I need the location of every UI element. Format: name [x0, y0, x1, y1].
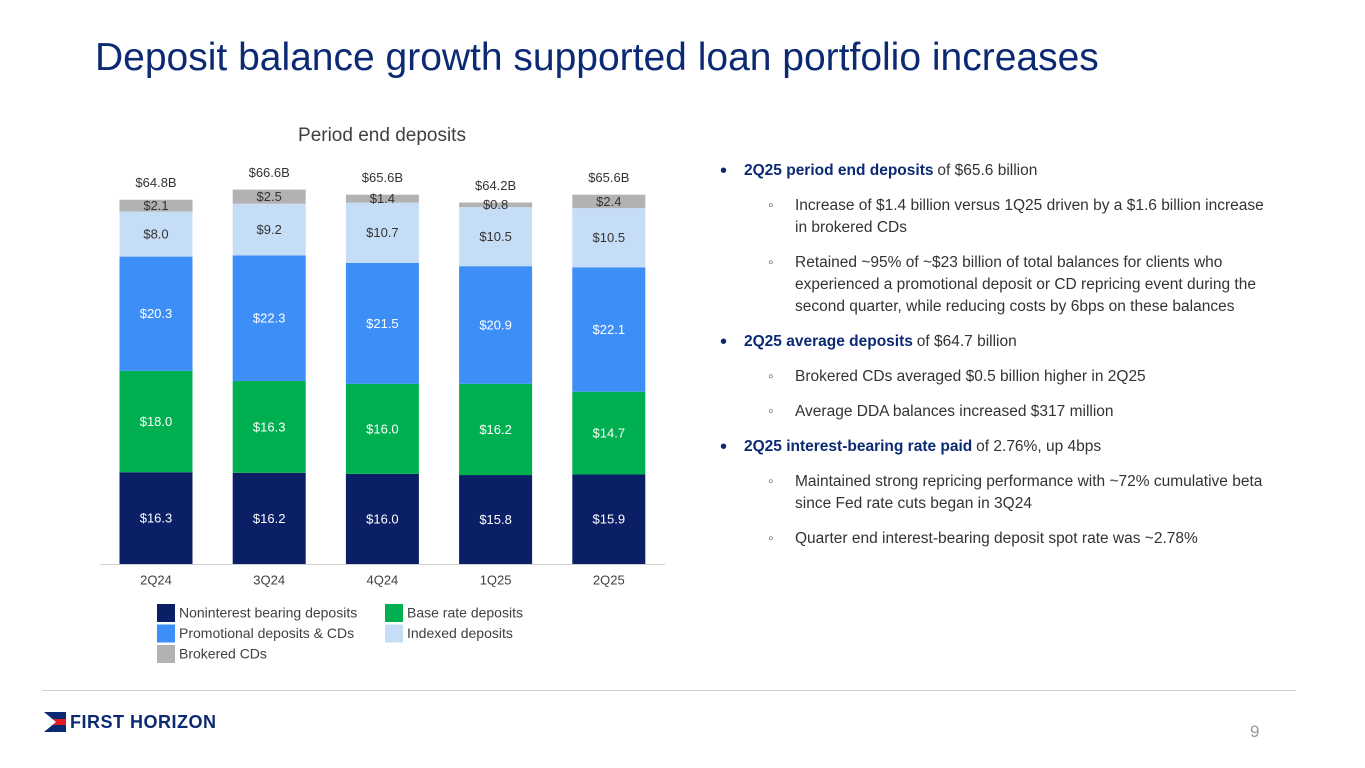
bar-segment — [232, 472, 306, 564]
bar-segment — [232, 255, 306, 382]
data-label: $10.5 — [593, 230, 626, 245]
footer-divider — [42, 690, 1296, 691]
x-tick-label: 1Q25 — [480, 572, 512, 587]
sub-bullet: Brokered CDs averaged $0.5 billion highe… — [720, 366, 1280, 388]
data-label: $15.8 — [479, 512, 512, 527]
bar-segment — [459, 266, 533, 384]
bar-segment — [572, 267, 646, 392]
bar-segment — [119, 199, 193, 212]
data-label: $14.7 — [593, 426, 626, 441]
bar-segment — [345, 262, 419, 384]
legend-swatch — [385, 604, 403, 622]
data-label: $22.3 — [253, 311, 286, 326]
data-label: $10.7 — [366, 225, 399, 240]
bullet-lead: 2Q25 interest-bearing rate paid — [744, 438, 973, 455]
total-label: $65.6B — [362, 170, 403, 185]
bar-segment — [459, 383, 533, 476]
bar-segment — [345, 202, 419, 263]
bar-segment — [345, 473, 419, 564]
bullet-text: of $64.7 billion — [916, 333, 1017, 350]
legend-label: Noninterest bearing deposits — [179, 605, 357, 621]
total-label: $64.8B — [135, 175, 176, 190]
bar-segment — [345, 383, 419, 474]
legend-swatch — [157, 645, 175, 663]
legend-label: Brokered CDs — [179, 646, 267, 662]
total-label: $64.2B — [475, 178, 516, 193]
legend-swatch — [157, 604, 175, 622]
data-label: $8.0 — [143, 227, 168, 242]
bar-segment — [119, 370, 193, 473]
data-label: $10.5 — [479, 229, 512, 244]
x-tick-label: 3Q24 — [253, 572, 285, 587]
data-label: $1.4 — [370, 191, 395, 206]
sub-bullet: Average DDA balances increased $317 mill… — [720, 401, 1280, 423]
sub-bullet: Retained ~95% of ~$23 billion of total b… — [720, 252, 1280, 318]
legend-swatch — [385, 624, 403, 643]
data-label: $2.4 — [596, 194, 621, 209]
bar-segment — [119, 472, 193, 564]
bullet-text: of $65.6 billion — [937, 162, 1038, 179]
data-label: $16.0 — [366, 511, 399, 526]
page-number: 9 — [1250, 722, 1260, 741]
data-label: $2.5 — [257, 189, 282, 204]
logo-flag — [44, 712, 66, 732]
bar-segment — [119, 211, 193, 257]
x-tick-label: 4Q24 — [366, 572, 398, 587]
data-label: $21.5 — [366, 316, 399, 331]
bar-segment — [459, 475, 533, 564]
chart: Period end deposits $16.3 $18.0 $20.3 $8.0 $… — [100, 125, 665, 663]
legend-swatch — [157, 624, 175, 643]
sub-bullet: Quarter end interest-bearing deposit spo… — [720, 528, 1280, 550]
data-label: $16.3 — [140, 511, 173, 526]
chart-title: Period end deposits — [298, 125, 466, 146]
legend-label: Base rate deposits — [407, 605, 523, 621]
logo: FIRST HORIZON — [44, 710, 217, 734]
bar-segment — [119, 256, 193, 371]
slide-title: Deposit balance growth supported loan po… — [95, 36, 1099, 79]
bar-segment — [572, 208, 646, 268]
data-label: $20.3 — [140, 306, 173, 321]
bar-segment — [232, 203, 306, 256]
bar-segment — [232, 189, 306, 204]
bar-segment — [572, 474, 646, 564]
data-label: $9.2 — [257, 222, 282, 237]
data-label: $20.9 — [479, 317, 512, 332]
data-label: $2.1 — [143, 198, 168, 213]
logo-text: FIRST HORIZON — [70, 711, 217, 732]
total-label: $65.6B — [588, 170, 629, 185]
data-label: $22.1 — [593, 322, 626, 337]
legend-label: Indexed deposits — [407, 625, 513, 641]
x-tick-label: 2Q25 — [593, 572, 625, 587]
data-label: $16.0 — [366, 421, 399, 436]
bar-segment — [572, 194, 646, 209]
x-tick-label: 2Q24 — [140, 572, 172, 587]
bar-segment — [232, 381, 306, 473]
bar-segment — [345, 194, 419, 203]
sub-bullet: Maintained strong repricing performance … — [720, 471, 1280, 515]
bar-segment — [572, 391, 646, 475]
data-label: $16.2 — [479, 422, 512, 437]
bullet-lead: 2Q25 average deposits — [744, 333, 913, 350]
bullet-text: of 2.76%, up 4bps — [976, 438, 1102, 455]
total-label: $66.6B — [249, 165, 290, 180]
bullet-lead: 2Q25 period end deposits — [744, 162, 934, 179]
data-label: $16.3 — [253, 419, 286, 434]
data-label: $18.0 — [140, 414, 173, 429]
data-label: $16.2 — [253, 511, 286, 526]
sub-bullet: Increase of $1.4 billion versus 1Q25 dri… — [720, 195, 1280, 239]
bar-segment — [459, 207, 533, 267]
bar-segment — [459, 202, 533, 208]
data-label: $0.8 — [483, 197, 508, 212]
legend-label: Promotional deposits & CDs — [179, 625, 354, 641]
data-label: $15.9 — [593, 512, 626, 527]
